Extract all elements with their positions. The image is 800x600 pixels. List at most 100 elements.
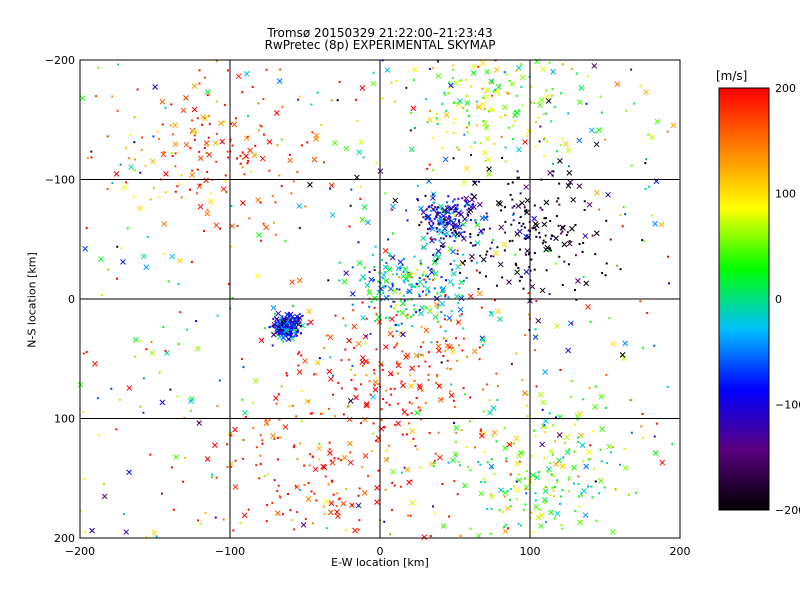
- data-point-dot: [281, 332, 284, 335]
- data-point-cross: [436, 383, 443, 389]
- data-point-dot: [276, 436, 279, 439]
- data-point-cross: [92, 360, 98, 367]
- data-point-cross: [453, 80, 459, 86]
- data-point-dot: [644, 162, 647, 165]
- data-point-cross: [433, 252, 439, 259]
- data-point-dot: [428, 221, 431, 224]
- data-point-dot: [546, 471, 549, 474]
- data-point-dot: [490, 241, 493, 244]
- data-point-cross: [376, 289, 383, 296]
- data-point-dot: [408, 401, 411, 404]
- data-point-dot: [274, 312, 277, 315]
- data-point-cross: [452, 204, 459, 211]
- data-point-cross: [486, 166, 492, 173]
- data-point-dot: [453, 214, 456, 217]
- data-point-dot: [420, 221, 423, 224]
- data-point-dot: [384, 316, 387, 319]
- data-point-dot: [330, 99, 333, 102]
- data-point-dot: [318, 442, 321, 445]
- data-point-dot: [503, 427, 506, 430]
- data-point-dot: [452, 227, 455, 230]
- data-point-dot: [403, 257, 406, 260]
- data-point-cross: [270, 304, 277, 311]
- data-point-dot: [115, 428, 118, 431]
- data-point-dot: [348, 358, 351, 361]
- data-point-dot: [550, 234, 553, 237]
- data-point-dot: [605, 373, 608, 376]
- data-point-dot: [495, 440, 498, 443]
- data-point-dot: [226, 443, 229, 446]
- data-point-dot: [454, 218, 457, 221]
- data-point-dot: [504, 160, 507, 163]
- data-point-dot: [433, 277, 436, 280]
- data-point-dot: [291, 327, 294, 330]
- data-point-dot: [434, 206, 437, 209]
- data-point-cross: [152, 84, 158, 90]
- data-point-dot: [242, 439, 245, 442]
- data-point-dot: [426, 275, 429, 278]
- data-point-dot: [271, 501, 274, 504]
- data-point-dot: [551, 486, 554, 489]
- data-point-cross: [263, 224, 270, 231]
- data-point-dot: [116, 277, 119, 280]
- data-point-dot: [367, 288, 370, 291]
- data-point-dot: [512, 485, 515, 488]
- data-point-dot: [384, 285, 387, 288]
- data-point-dot: [519, 275, 522, 278]
- data-point-dot: [513, 205, 516, 208]
- data-point-dot: [296, 458, 299, 461]
- data-point-dot: [413, 304, 416, 307]
- data-point-cross: [296, 369, 303, 375]
- data-point-dot: [609, 238, 612, 241]
- data-point-dot: [144, 536, 147, 539]
- data-point-cross: [591, 63, 598, 69]
- data-point-dot: [268, 169, 271, 172]
- data-point-cross: [420, 209, 427, 216]
- data-point-dot: [591, 234, 594, 237]
- data-point-dot: [439, 325, 442, 328]
- data-point-dot: [477, 65, 480, 68]
- data-point-dot: [447, 195, 450, 198]
- data-point-dot: [289, 320, 292, 323]
- data-point-dot: [436, 306, 439, 309]
- data-point-dot: [299, 332, 302, 335]
- data-point-dot: [351, 266, 354, 269]
- data-point-dot: [465, 200, 468, 203]
- data-point-dot: [309, 412, 312, 415]
- x-tick-label: 0: [377, 545, 384, 558]
- data-point-cross: [240, 200, 246, 206]
- data-point-cross: [408, 383, 414, 389]
- data-point-dot: [483, 108, 486, 111]
- data-point-cross: [524, 197, 531, 204]
- data-point-dot: [279, 327, 282, 330]
- data-point-cross: [372, 379, 379, 386]
- data-point-cross: [598, 393, 605, 400]
- data-point-cross: [328, 182, 335, 189]
- data-point-cross: [609, 528, 616, 535]
- data-point-dot: [311, 455, 314, 458]
- data-point-cross: [204, 210, 211, 217]
- data-point-dot: [406, 317, 409, 320]
- data-point-dot: [444, 224, 447, 227]
- data-point-dot: [644, 188, 647, 191]
- data-point-dot: [510, 442, 513, 445]
- data-point-dot: [526, 134, 529, 137]
- data-point-dot: [281, 315, 284, 318]
- data-point-dot: [489, 311, 492, 314]
- data-point-dot: [418, 293, 421, 296]
- data-point-dot: [179, 311, 182, 314]
- data-point-dot: [406, 514, 409, 517]
- data-point-cross: [194, 345, 201, 352]
- data-point-dot: [285, 372, 288, 375]
- data-point-cross: [450, 457, 457, 464]
- data-point-cross: [548, 448, 555, 455]
- data-point-cross: [402, 266, 409, 272]
- data-point-dot: [392, 273, 395, 276]
- data-point-dot: [447, 221, 450, 224]
- data-point-dot: [136, 88, 139, 91]
- data-point-dot: [486, 508, 489, 511]
- data-point-cross: [287, 157, 293, 164]
- data-point-cross: [544, 93, 551, 100]
- data-point-dot: [431, 505, 434, 508]
- data-point-dot: [289, 332, 292, 335]
